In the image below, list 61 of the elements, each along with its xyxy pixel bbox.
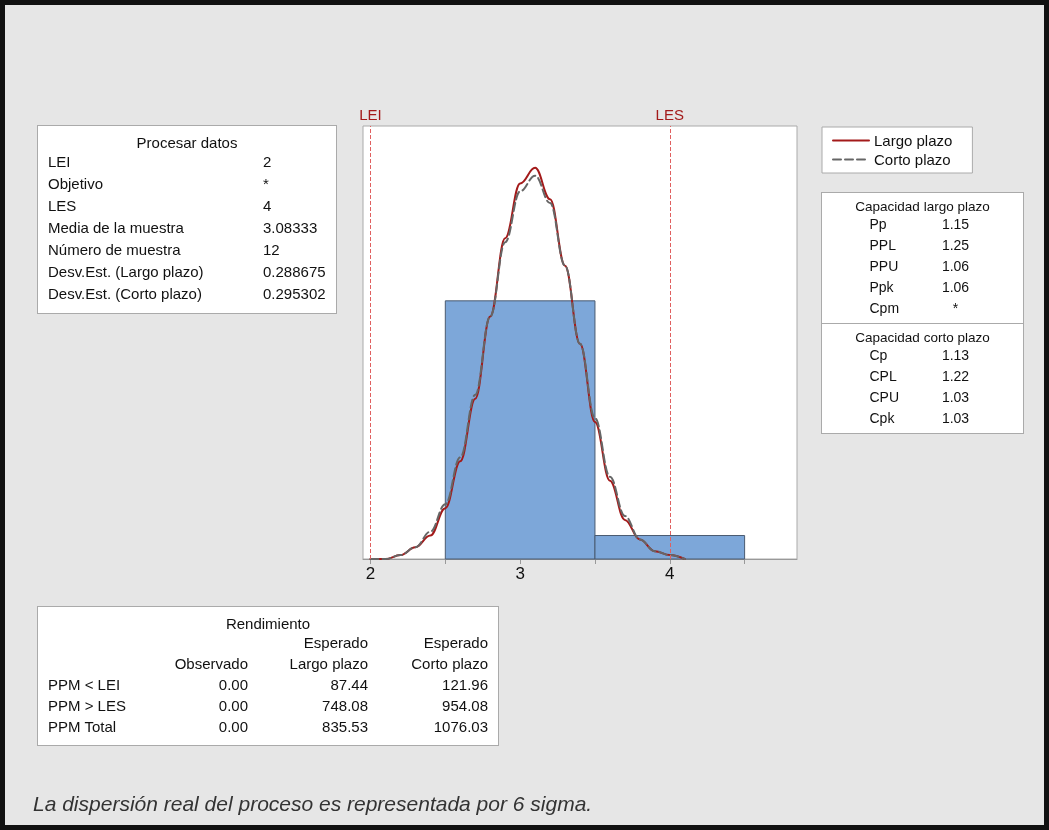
text: Número de muestra [48,240,182,260]
text: 0.00 [217,696,248,716]
text: 0.00 [217,717,248,737]
text: CPL [869,367,898,386]
text: 87.44 [329,675,368,695]
text: 1.22 [940,367,971,386]
text: 1.25 [940,236,971,255]
text: 954.08 [441,696,488,716]
text: 1.06 [940,257,971,276]
text: 748.08 [321,696,368,716]
text: Cpk [869,409,896,428]
text: La dispersión real del proceso es representada por 6 sigma. [33,792,593,816]
text: Cpm [869,299,901,318]
text: Largo plazo [288,654,368,674]
text: Desv.Est. (Corto plazo) [48,284,203,304]
text: Rendimiento [224,615,312,632]
text: Corto plazo [410,654,488,674]
x-tick-label: 4 [665,564,675,583]
text: PPU [869,257,900,276]
text: 1.03 [940,388,971,407]
text: CPU [869,388,901,407]
text: 1.03 [940,409,971,428]
text: LES [48,196,78,216]
text: 1.13 [940,346,971,365]
text: PPM > LES [48,696,127,716]
text: 0.295302 [263,284,326,304]
ref-line-label: LEI [359,106,382,123]
text: 0.288675 [263,262,326,282]
text: * [951,299,960,318]
text: Procesar datos [135,134,239,151]
text: Esperado [422,633,488,653]
text: Pp [869,215,888,234]
text: 1.15 [940,215,971,234]
text: 12 [263,240,281,260]
text: 3.08333 [263,218,319,238]
legend-label: Corto plazo [874,151,951,168]
text: Ppk [869,278,895,297]
text: LEI [48,152,72,172]
text: Cp [869,346,889,365]
text: Esperado [302,633,368,653]
text: Media de la muestra [48,218,185,238]
ref-line-label: LES [655,106,684,123]
text: 1.06 [940,278,971,297]
text: 835.53 [321,717,368,737]
text: 121.96 [441,675,488,695]
text: 2 [263,152,273,172]
text: PPM < LEI [48,675,122,695]
text: PPL [869,236,897,255]
x-tick-label: 3 [515,564,525,583]
x-tick-label: 2 [365,564,376,583]
text: 4 [263,196,273,216]
legend-label: Largo plazo [874,132,953,149]
text: Desv.Est. (Largo plazo) [48,262,205,282]
text: PPM Total [48,717,118,737]
text: 0.00 [217,675,248,695]
text: Capacidad corto plazo [854,330,991,345]
text: * [263,174,270,194]
text: Observado [173,654,248,674]
text: 1076.03 [432,717,488,737]
text: Capacidad largo plazo [854,199,991,214]
text: Objetivo [48,174,105,194]
